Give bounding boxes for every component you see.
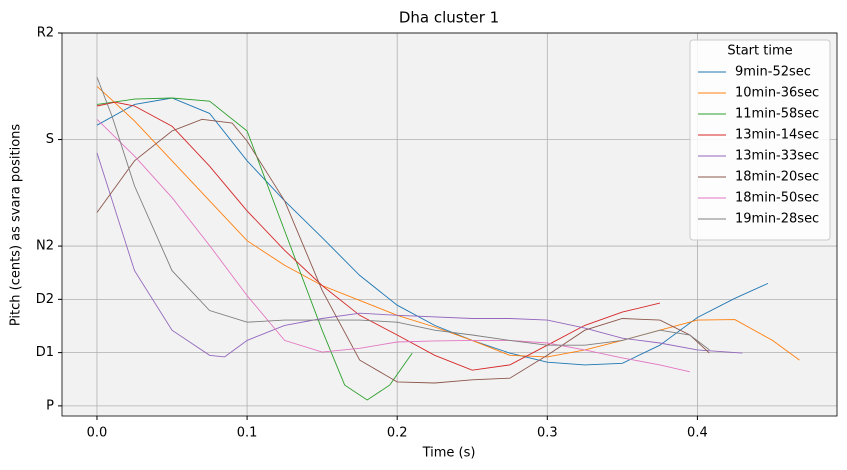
legend-label: 9min-52sec	[735, 65, 811, 80]
legend-label: 18min-20sec	[735, 170, 819, 185]
series-line	[96, 118, 710, 384]
legend-label: 13min-14sec	[735, 128, 819, 143]
y-axis-label: Pitch (cents) as svara positions	[9, 124, 24, 327]
legend-label: 11min-58sec	[735, 107, 819, 122]
legend-title: Start time	[727, 44, 792, 59]
x-tick-label: 0.3	[537, 426, 558, 441]
series-line	[96, 77, 710, 351]
y-tick-label: D1	[36, 345, 54, 360]
legend-label: 10min-36sec	[735, 86, 819, 101]
plot-frame	[61, 32, 838, 417]
y-tick-label: D2	[36, 292, 54, 307]
series-line	[96, 85, 800, 361]
x-axis-label: Time (s)	[422, 446, 476, 461]
series-line	[96, 101, 661, 371]
x-tick-label: 0.2	[387, 426, 408, 441]
x-tick-label: 0.4	[687, 426, 708, 441]
legend-label: 18min-50sec	[735, 191, 819, 206]
series-line	[96, 118, 691, 373]
chart-title: Dha cluster 1	[399, 9, 499, 27]
series-line	[96, 97, 769, 366]
legend-label: 13min-33sec	[735, 149, 819, 164]
lines	[96, 77, 800, 401]
y-tick-label: N2	[36, 239, 54, 254]
y-tick-label: S	[46, 132, 54, 147]
legend: Start time 9min-52sec 10min-36sec 11min-58s…	[689, 39, 831, 241]
y-tick-label: P	[46, 398, 54, 413]
legend-label: 19min-28sec	[735, 212, 819, 227]
series-line	[96, 97, 413, 401]
y-tick-label: R2	[37, 26, 54, 41]
x-tick-label: 0.1	[237, 426, 258, 441]
x-tick-label: 0.0	[87, 426, 108, 441]
legend-box	[689, 39, 831, 241]
